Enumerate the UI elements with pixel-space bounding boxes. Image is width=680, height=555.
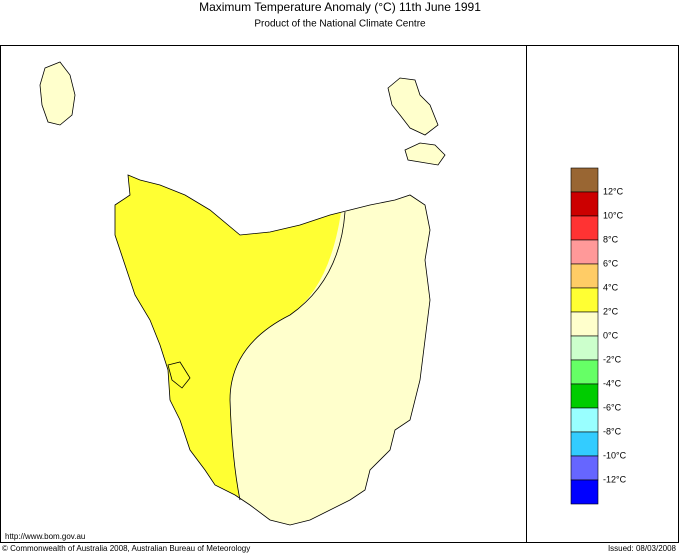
legend-label: 12°C: [603, 186, 624, 196]
legend-swatch: [570, 191, 599, 217]
footer-copyright: © Commonwealth of Australia 2008, Austra…: [2, 544, 250, 553]
subtitle: Product of the National Climate Centre: [254, 19, 426, 30]
legend-label: 8°C: [603, 234, 619, 244]
legend: [570, 167, 599, 505]
legend-label: -8°C: [603, 426, 622, 436]
cape-barren-island: [404, 142, 446, 166]
legend-swatch: [570, 239, 599, 265]
legend-swatch: [570, 455, 599, 481]
legend-swatch: [570, 479, 599, 505]
legend-swatch: [570, 263, 599, 289]
legend-label: 2°C: [603, 306, 619, 316]
legend-swatch: [570, 215, 599, 241]
legend-swatch: [570, 383, 599, 409]
legend-swatch: [570, 407, 599, 433]
legend-swatch: [570, 167, 599, 193]
legend-swatch: [570, 359, 599, 385]
flinders-island: [387, 77, 439, 136]
legend-swatch: [570, 287, 599, 313]
legend-label: 10°C: [603, 210, 624, 220]
tasmania-map: [39, 61, 446, 526]
legend-label: -12°C: [603, 474, 627, 484]
legend-label: -6°C: [603, 402, 622, 412]
footer-url: http://www.bom.gov.au: [5, 532, 85, 541]
legend-label: 4°C: [603, 282, 619, 292]
legend-swatch: [570, 431, 599, 457]
legend-label: 6°C: [603, 258, 619, 268]
legend-label: 0°C: [603, 330, 619, 340]
title: Maximum Temperature Anomaly (°C) 11th Ju…: [199, 0, 481, 14]
contour: [229, 211, 346, 501]
legend-swatch: [570, 335, 599, 361]
legend-label: -2°C: [603, 354, 622, 364]
legend-swatch: [570, 311, 599, 337]
footer-issued: Issued: 08/03/2008: [608, 544, 677, 553]
legend-labels: 12°C 10°C 8°C 6°C 4°C 2°C 0°C -2°C -4°C -6°C -8°C -…: [603, 186, 627, 484]
map-frame: [0, 45, 679, 543]
macquarie-harbour: [167, 361, 191, 389]
king-island: [39, 61, 76, 126]
legend-label: -4°C: [603, 378, 622, 388]
legend-label: -10°C: [603, 450, 627, 460]
